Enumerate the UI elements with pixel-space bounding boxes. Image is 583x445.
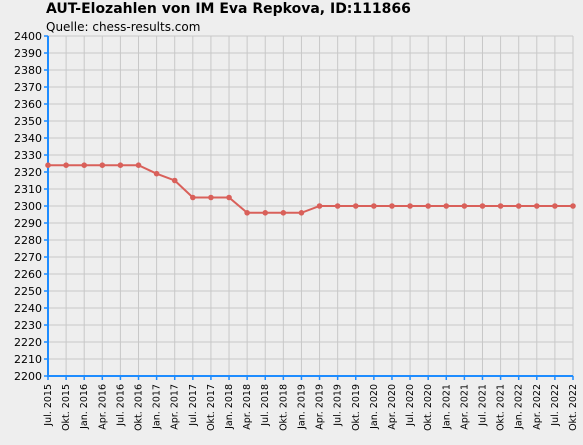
x-tick-label: Okt. 2022: [568, 384, 579, 431]
data-point: [533, 203, 540, 209]
data-point: [244, 210, 250, 216]
x-tick-label: Jan. 2019: [296, 384, 307, 430]
y-tick-label: 2350: [14, 115, 42, 128]
x-tick-label: Jul. 2021: [477, 384, 488, 427]
x-tick-label: Apr. 2021: [459, 384, 470, 430]
data-point: [497, 203, 504, 209]
data-point: [280, 210, 287, 216]
x-tick-label: Apr. 2022: [532, 384, 543, 430]
x-tick-label: Jan. 2021: [441, 384, 452, 430]
chart-subtitle: Quelle: chess-results.com: [46, 20, 201, 34]
x-tick-labels: Jul. 2015 Okt. 2015 Jan. 2016 Apr. 2016 Jul.…: [43, 384, 579, 431]
x-tick-label: Okt. 2019: [351, 384, 362, 431]
x-tick-label: Apr. 2016: [97, 384, 108, 430]
x-tick-label: Apr. 2018: [242, 384, 253, 430]
x-tick-label: Jul. 2016: [115, 384, 126, 427]
y-tick-label: 2280: [14, 234, 42, 247]
y-tick-label: 2360: [14, 98, 42, 111]
x-tick-label: Jul. 2017: [188, 384, 199, 427]
y-tick-label: 2240: [14, 302, 42, 315]
x-tick-label: Jul. 2018: [260, 384, 271, 427]
x-tick-label: Apr. 2020: [387, 384, 398, 430]
series-line: [48, 164, 573, 214]
y-tick-label: 2300: [14, 200, 42, 213]
y-tick-label: 2330: [14, 149, 42, 162]
data-point: [45, 162, 51, 168]
data-point: [334, 203, 341, 209]
x-tick-label: Jul. 2019: [333, 384, 344, 427]
y-tick-label: 2270: [14, 251, 42, 264]
data-point: [298, 210, 305, 216]
data-point: [443, 203, 450, 209]
x-tick-label: Jul. 2020: [405, 384, 416, 427]
x-tick-label: Jan. 2017: [152, 384, 163, 430]
data-point: [425, 203, 431, 209]
data-point: [99, 162, 106, 168]
data-point: [389, 203, 395, 209]
data-point: [63, 162, 69, 168]
data-point: [479, 203, 486, 209]
y-tick-label: 2390: [14, 47, 42, 60]
data-point: [552, 203, 558, 209]
chart-title: AUT-Elozahlen von IM Eva Repkova, ID:111…: [46, 1, 411, 17]
axes: [44, 35, 574, 380]
data-point: [570, 203, 576, 209]
y-tick-label: 2320: [14, 166, 42, 179]
y-tick-label: 2310: [14, 183, 42, 196]
y-tick-label: 2260: [14, 268, 42, 281]
x-tick-label: Jan. 2020: [369, 384, 380, 430]
x-tick-label: Jul. 2015: [43, 384, 54, 427]
y-tick-label: 2200: [14, 370, 42, 383]
data-point: [515, 203, 522, 209]
data-point: [208, 194, 214, 201]
grid: [47, 35, 574, 377]
x-tick-label: Okt. 2017: [206, 384, 217, 431]
y-tick-label: 2210: [14, 353, 42, 366]
x-tick-label: Okt. 2015: [61, 384, 72, 431]
data-point: [171, 177, 178, 184]
y-tick-label: 2340: [14, 132, 42, 145]
x-tick-label: Apr. 2017: [170, 384, 181, 430]
y-tick-labels: 2200 2210 2220 2230 2240 2250 2260 2270 2280 2290…: [14, 30, 42, 383]
data-point: [226, 194, 232, 201]
x-tick-label: Okt. 2016: [134, 384, 145, 431]
y-tick-label: 2250: [14, 285, 42, 298]
x-tick-label: Jan. 2018: [224, 384, 235, 430]
x-tick-label: Okt. 2021: [496, 384, 507, 431]
y-tick-label: 2230: [14, 319, 42, 332]
data-point: [81, 162, 88, 168]
series: [45, 162, 576, 216]
data-point: [190, 194, 196, 201]
y-tick-label: 2380: [14, 64, 42, 77]
data-point: [262, 210, 269, 216]
data-point: [352, 203, 359, 209]
x-tick-label: Apr. 2019: [315, 384, 326, 430]
data-point: [135, 162, 142, 168]
data-point: [407, 203, 413, 209]
y-tick-label: 2220: [14, 336, 42, 349]
data-point: [316, 203, 323, 209]
data-point: [117, 162, 124, 168]
y-tick-label: 2370: [14, 81, 42, 94]
x-tick-label: Jul. 2022: [550, 384, 561, 427]
y-tick-label: 2290: [14, 217, 42, 230]
x-tick-label: Jan. 2022: [514, 384, 525, 430]
x-tick-label: Okt. 2020: [423, 384, 434, 431]
y-tick-label: 2400: [14, 30, 42, 43]
x-tick-label: Jan. 2016: [79, 384, 90, 430]
data-point: [371, 203, 377, 209]
x-tick-label: Okt. 2018: [278, 384, 289, 431]
data-point: [461, 203, 468, 209]
data-point: [153, 170, 160, 177]
